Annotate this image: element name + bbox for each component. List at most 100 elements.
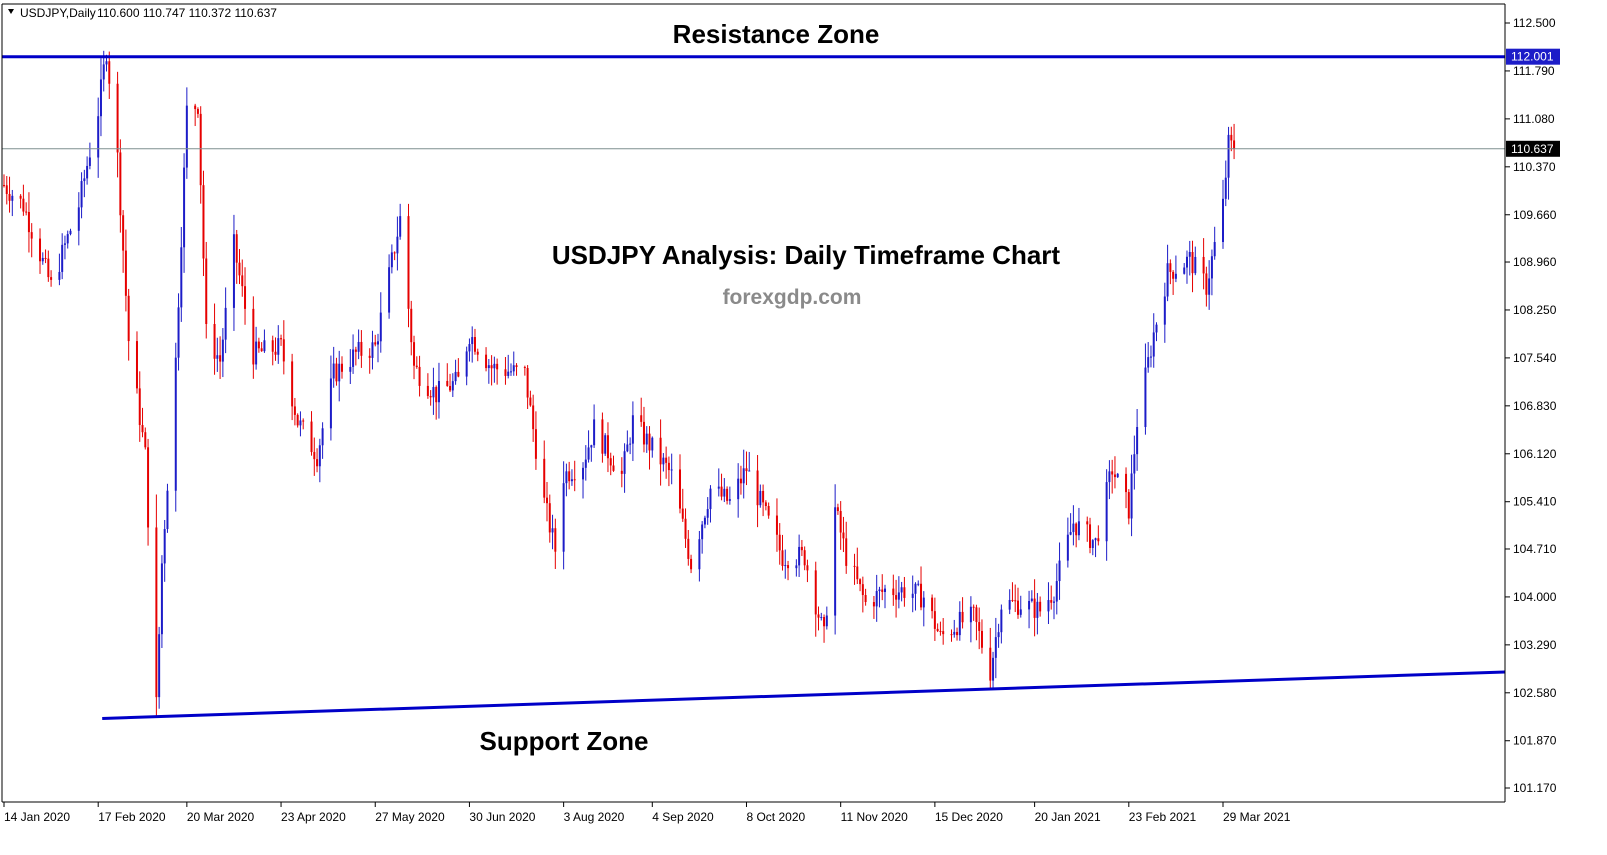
candle <box>878 586 881 608</box>
candle-body <box>50 277 53 280</box>
candle-body <box>690 558 693 570</box>
candle <box>914 582 917 611</box>
candle-body <box>582 467 585 480</box>
x-tick-label: 3 Aug 2020 <box>564 810 625 824</box>
candle-body <box>701 524 704 540</box>
candle-body <box>864 595 867 603</box>
chart-subtitle: forexgdp.com <box>723 286 862 309</box>
candle-body <box>994 637 997 658</box>
candle <box>260 342 263 352</box>
candle <box>368 348 371 374</box>
candle-body <box>493 363 496 369</box>
candle <box>546 481 549 522</box>
y-tick-label: 101.170 <box>1513 781 1557 795</box>
candle <box>1097 525 1100 546</box>
candle <box>1072 505 1075 546</box>
candle-body <box>66 234 69 244</box>
candle-body <box>1136 427 1139 455</box>
y-tick-label: 101.870 <box>1513 734 1557 748</box>
candle <box>257 337 260 353</box>
candle-body <box>942 631 945 635</box>
candle <box>1033 579 1036 637</box>
symbol-dropdown-icon[interactable] <box>8 9 14 14</box>
candle-body <box>349 366 352 372</box>
candle-body <box>457 371 460 377</box>
support-trendline[interactable] <box>102 670 1506 720</box>
candle <box>1053 596 1056 620</box>
candle <box>1183 263 1186 275</box>
candle <box>127 288 130 361</box>
candle-body <box>787 565 790 569</box>
candle-body <box>163 529 166 564</box>
candle-body <box>895 595 898 600</box>
candle-body <box>116 83 119 153</box>
candle <box>507 354 510 379</box>
candle-body <box>399 216 402 237</box>
x-tick-label: 27 May 2020 <box>375 810 445 824</box>
candle-body <box>147 447 150 528</box>
candle-body <box>584 459 587 468</box>
candle-body <box>368 355 371 358</box>
resistance-zone-label: Resistance Zone <box>673 19 880 49</box>
candle-body <box>759 490 762 506</box>
candle-body <box>122 215 125 251</box>
candle <box>241 259 244 297</box>
candle-body <box>662 457 665 465</box>
candle-body <box>471 337 474 345</box>
candle <box>97 97 100 178</box>
candle <box>590 444 593 462</box>
candle-body <box>820 617 823 619</box>
candle-body <box>108 61 111 84</box>
candle <box>917 580 920 587</box>
candle <box>1105 469 1108 561</box>
candle <box>723 478 726 503</box>
candle-body <box>980 630 983 648</box>
symbol-label: USDJPY,Daily <box>20 6 96 20</box>
candle-body <box>1105 482 1108 542</box>
candle-body <box>534 429 537 459</box>
candle-body <box>823 617 826 627</box>
candle-body <box>573 479 576 481</box>
candle-body <box>473 337 476 352</box>
candle <box>1166 244 1169 302</box>
candle-body <box>1030 598 1033 601</box>
candle-body <box>435 386 438 403</box>
candle <box>199 106 202 204</box>
x-tick-label: 20 Jan 2021 <box>1035 810 1101 824</box>
candle-body <box>216 355 219 359</box>
candle-body <box>720 486 723 497</box>
candle-body <box>859 579 862 585</box>
candle-body <box>1028 600 1031 610</box>
candle <box>485 347 488 372</box>
candle-body <box>939 630 942 632</box>
candle <box>224 287 227 354</box>
candle <box>936 623 939 633</box>
candle <box>196 107 199 118</box>
candle-body <box>1055 581 1058 602</box>
resistance-value-label: 112.001 <box>1511 50 1554 64</box>
candle <box>83 169 86 198</box>
x-tick-label: 20 Mar 2020 <box>187 810 255 824</box>
candle <box>407 203 410 328</box>
candle-body <box>316 459 319 467</box>
candle-body <box>318 445 321 467</box>
candle-body <box>989 647 992 681</box>
candle <box>274 337 277 361</box>
candle-body <box>302 420 305 422</box>
candle <box>158 626 161 709</box>
candle <box>316 448 319 473</box>
candle-body <box>1014 600 1017 602</box>
candle <box>726 486 729 505</box>
candle <box>864 588 867 606</box>
candle <box>205 241 208 339</box>
candle-body <box>1077 521 1080 536</box>
candle <box>911 575 914 613</box>
candle-body <box>709 488 712 510</box>
candle <box>645 426 648 453</box>
candle <box>235 229 238 284</box>
candle <box>352 334 355 374</box>
candle <box>534 411 537 470</box>
candle <box>454 359 457 385</box>
resistance-value-bg <box>1506 48 1560 65</box>
candle <box>933 597 936 641</box>
